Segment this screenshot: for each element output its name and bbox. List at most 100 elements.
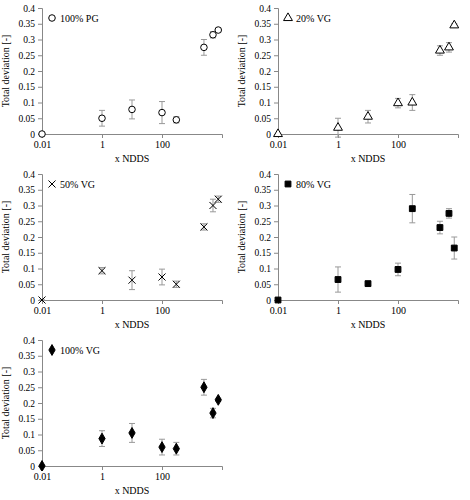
y-tick-label: 0.25 [254, 51, 271, 61]
y-tick-mark [38, 253, 42, 254]
y-tick: 0.3 [23, 35, 42, 45]
y-tick-mark [38, 24, 42, 25]
error-bar-cap [201, 395, 207, 396]
legend: 100% VG [49, 345, 100, 356]
y-tick-label: 0.1 [23, 98, 35, 108]
x-tick-label: 1 [100, 305, 105, 316]
y-tick-label: 0.4 [259, 170, 271, 180]
y-tick-label: 0.25 [18, 51, 35, 61]
y-tick-label: 0.05 [18, 280, 35, 290]
error-bar-cap [446, 208, 452, 209]
error-bar [451, 237, 457, 259]
error-bar-cap [335, 118, 341, 119]
point [99, 433, 105, 444]
legend-marker [49, 345, 55, 356]
y-axis-line [274, 9, 279, 135]
y-tick-label: 0.15 [254, 82, 271, 92]
point [437, 225, 443, 231]
error-bar [201, 40, 207, 56]
y-tick-mark [274, 237, 278, 238]
error-bar [99, 268, 105, 274]
y-tick: 0.05 [254, 280, 278, 290]
y-tick-label: 0.1 [23, 430, 35, 440]
y-tick-mark [274, 24, 278, 25]
error-bar [437, 221, 443, 234]
error-bar-cap [437, 55, 443, 56]
y-axis: 00.050.10.150.20.250.30.350.4 [18, 336, 42, 472]
y-tick: 0.05 [18, 280, 42, 290]
y-tick-label: 0.35 [18, 185, 35, 195]
error-bar [210, 32, 216, 38]
x-axis: 0.011100 [270, 134, 459, 150]
y-tick: 0.35 [254, 19, 278, 29]
y-tick: 0.25 [18, 51, 42, 61]
y-tick-mark [38, 387, 42, 388]
error-bar [409, 194, 415, 222]
y-tick-mark [38, 118, 42, 119]
y-tick: 0.1 [23, 430, 42, 440]
y-tick: 0.25 [254, 217, 278, 227]
y-tick-mark [38, 103, 42, 104]
error-bar-cap [201, 55, 207, 56]
y-tick: 0.1 [23, 98, 42, 108]
x-tick: 1 [100, 300, 105, 316]
point [128, 277, 135, 284]
error-bar [395, 263, 401, 276]
point [395, 267, 401, 273]
x-tick: 100 [155, 300, 170, 316]
x-tick-mark [102, 134, 103, 138]
y-tick-mark [274, 55, 278, 56]
legend-label: 100% PG [60, 13, 99, 24]
legend-marker [48, 180, 55, 187]
y-axis-title: Total deviation [-] [0, 201, 11, 274]
y-tick-mark [38, 403, 42, 404]
x-tick: 100 [391, 300, 406, 316]
x-tick-mark [102, 300, 103, 304]
error-bar [335, 267, 341, 292]
x-tick: 1 [100, 466, 105, 482]
legend: 80% VG [285, 179, 331, 190]
x-tick-mark [102, 466, 103, 470]
point [365, 281, 371, 287]
y-tick-label: 0.3 [23, 35, 35, 45]
point [215, 394, 221, 405]
y-tick-mark [38, 419, 42, 420]
y-tick-label: 0.05 [254, 280, 271, 290]
point [99, 115, 106, 122]
point [173, 443, 179, 454]
y-axis-line [274, 175, 279, 301]
y-tick-mark [274, 190, 278, 191]
point [215, 196, 222, 203]
error-bar [173, 117, 179, 123]
y-axis-title: Total deviation [-] [0, 35, 11, 108]
y-tick-mark [274, 40, 278, 41]
legend-label: 50% VG [60, 179, 95, 190]
y-tick: 0.3 [23, 367, 42, 377]
y-tick-label: 0.3 [23, 201, 35, 211]
y-tick-label: 0.25 [18, 383, 35, 393]
point [173, 117, 180, 124]
x-tick: 1 [336, 300, 341, 316]
x-tick-label: 0.01 [34, 471, 52, 482]
marks [39, 27, 222, 138]
point [158, 273, 165, 280]
plot-area: 0.01110000.050.10.150.20.250.30.350.4100… [18, 336, 222, 483]
x-axis-title: x NDDS [115, 153, 150, 164]
y-tick-mark [274, 103, 278, 104]
y-tick-label: 0.35 [254, 185, 271, 195]
y-tick-mark [274, 253, 278, 254]
y-tick-label: 0.4 [259, 4, 271, 14]
error-bar-cap [129, 270, 135, 271]
error-bar [129, 423, 135, 442]
y-axis: 00.050.10.150.20.250.30.350.4 [254, 170, 278, 306]
x-axis-line [43, 301, 223, 305]
legend: 100% PG [49, 13, 99, 24]
error-bar-cap [159, 123, 165, 124]
y-tick-label: 0.4 [23, 336, 35, 346]
y-axis-line [38, 175, 43, 301]
error-bar-cap [335, 137, 341, 138]
error-bar [210, 408, 216, 417]
y-tick: 0.15 [18, 248, 42, 258]
point [39, 131, 46, 138]
y-tick-label: 0.3 [259, 35, 271, 45]
